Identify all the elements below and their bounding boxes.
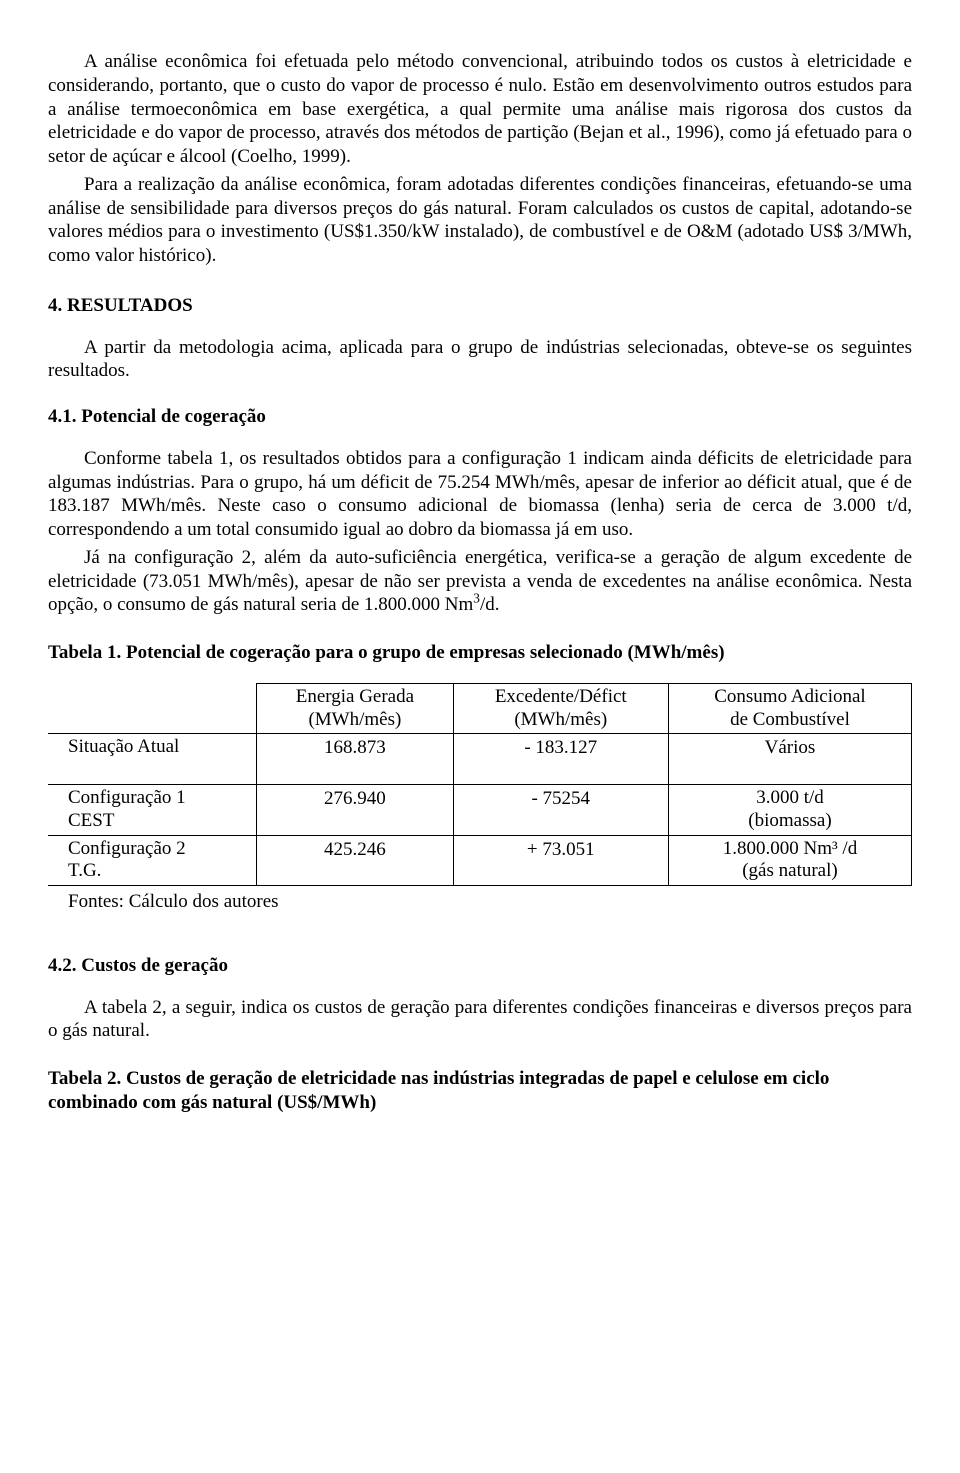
table-1-r2-c3-l1: 3.000 t/d xyxy=(756,787,824,808)
table-row: Situação Atual 168.873 - 183.127 Vários xyxy=(48,734,912,785)
table-1-col3-l1: Consumo Adicional xyxy=(714,686,865,707)
table-1-r1-c2: - 183.127 xyxy=(453,734,668,785)
table-1-col1-l2: (MWh/mês) xyxy=(308,709,401,730)
section-4-1-p1: Conforme tabela 1, os resultados obtidos… xyxy=(48,447,912,542)
table-1-col2-l1: Excedente/Défict xyxy=(495,686,627,707)
table-1-r3-c3-l2: (gás natural) xyxy=(742,860,837,881)
table-1-r1-label: Situação Atual xyxy=(68,736,179,757)
section-4-intro: A partir da metodologia acima, aplicada … xyxy=(48,336,912,384)
table-row: Configuração 1 CEST 276.940 - 75254 3.00… xyxy=(48,784,912,835)
intro-paragraph-2: Para a realização da análise econômica, … xyxy=(48,173,912,268)
table-1-source-note: Fontes: Cálculo dos autores xyxy=(68,890,912,914)
table-1-r1-c3: Vários xyxy=(668,734,911,785)
table-1-r2-c3-l2: (biomassa) xyxy=(748,810,831,831)
table-1-col3-l2: de Combustível xyxy=(730,709,850,730)
section-4-1-heading: 4.1. Potencial de cogeração xyxy=(48,405,912,429)
table-1-r3-label-l1: Configuração 2 xyxy=(68,838,186,859)
section-4-2-p1: A tabela 2, a seguir, indica os custos d… xyxy=(48,996,912,1044)
table-row: Configuração 2 T.G. 425.246 + 73.051 1.8… xyxy=(48,835,912,886)
table-1-col1-l1: Energia Gerada xyxy=(296,686,414,707)
table-2-title: Tabela 2. Custos de geração de eletricid… xyxy=(48,1067,912,1115)
table-1-r3-c2: + 73.051 xyxy=(453,835,668,886)
table-1-r2-label-l2: CEST xyxy=(68,810,114,831)
section-4-heading: 4. RESULTADOS xyxy=(48,294,912,318)
table-1-r1-c1: 168.873 xyxy=(257,734,453,785)
superscript-3: 3 xyxy=(473,591,480,606)
table-1-r2-c2: - 75254 xyxy=(453,784,668,835)
intro-paragraph-1: A análise econômica foi efetuada pelo mé… xyxy=(48,50,912,169)
table-1-r3-c1: 425.246 xyxy=(257,835,453,886)
table-1-r2-c1: 276.940 xyxy=(257,784,453,835)
table-1-r3-c3-l1: 1.800.000 Nm³ /d xyxy=(723,838,857,859)
section-4-2-heading: 4.2. Custos de geração xyxy=(48,954,912,978)
section-4-1-p2: Já na configuração 2, além da auto-sufic… xyxy=(48,546,912,617)
table-row: Energia Gerada (MWh/mês) Excedente/Défic… xyxy=(48,683,912,734)
table-1-title: Tabela 1. Potencial de cogeração para o … xyxy=(48,641,912,665)
table-1-col2-l2: (MWh/mês) xyxy=(514,709,607,730)
table-1-r2-label-l1: Configuração 1 xyxy=(68,787,186,808)
table-1: Energia Gerada (MWh/mês) Excedente/Défic… xyxy=(48,683,912,886)
section-4-1-p2-b: /d. xyxy=(480,594,500,615)
table-1-r3-label-l2: T.G. xyxy=(68,860,101,881)
